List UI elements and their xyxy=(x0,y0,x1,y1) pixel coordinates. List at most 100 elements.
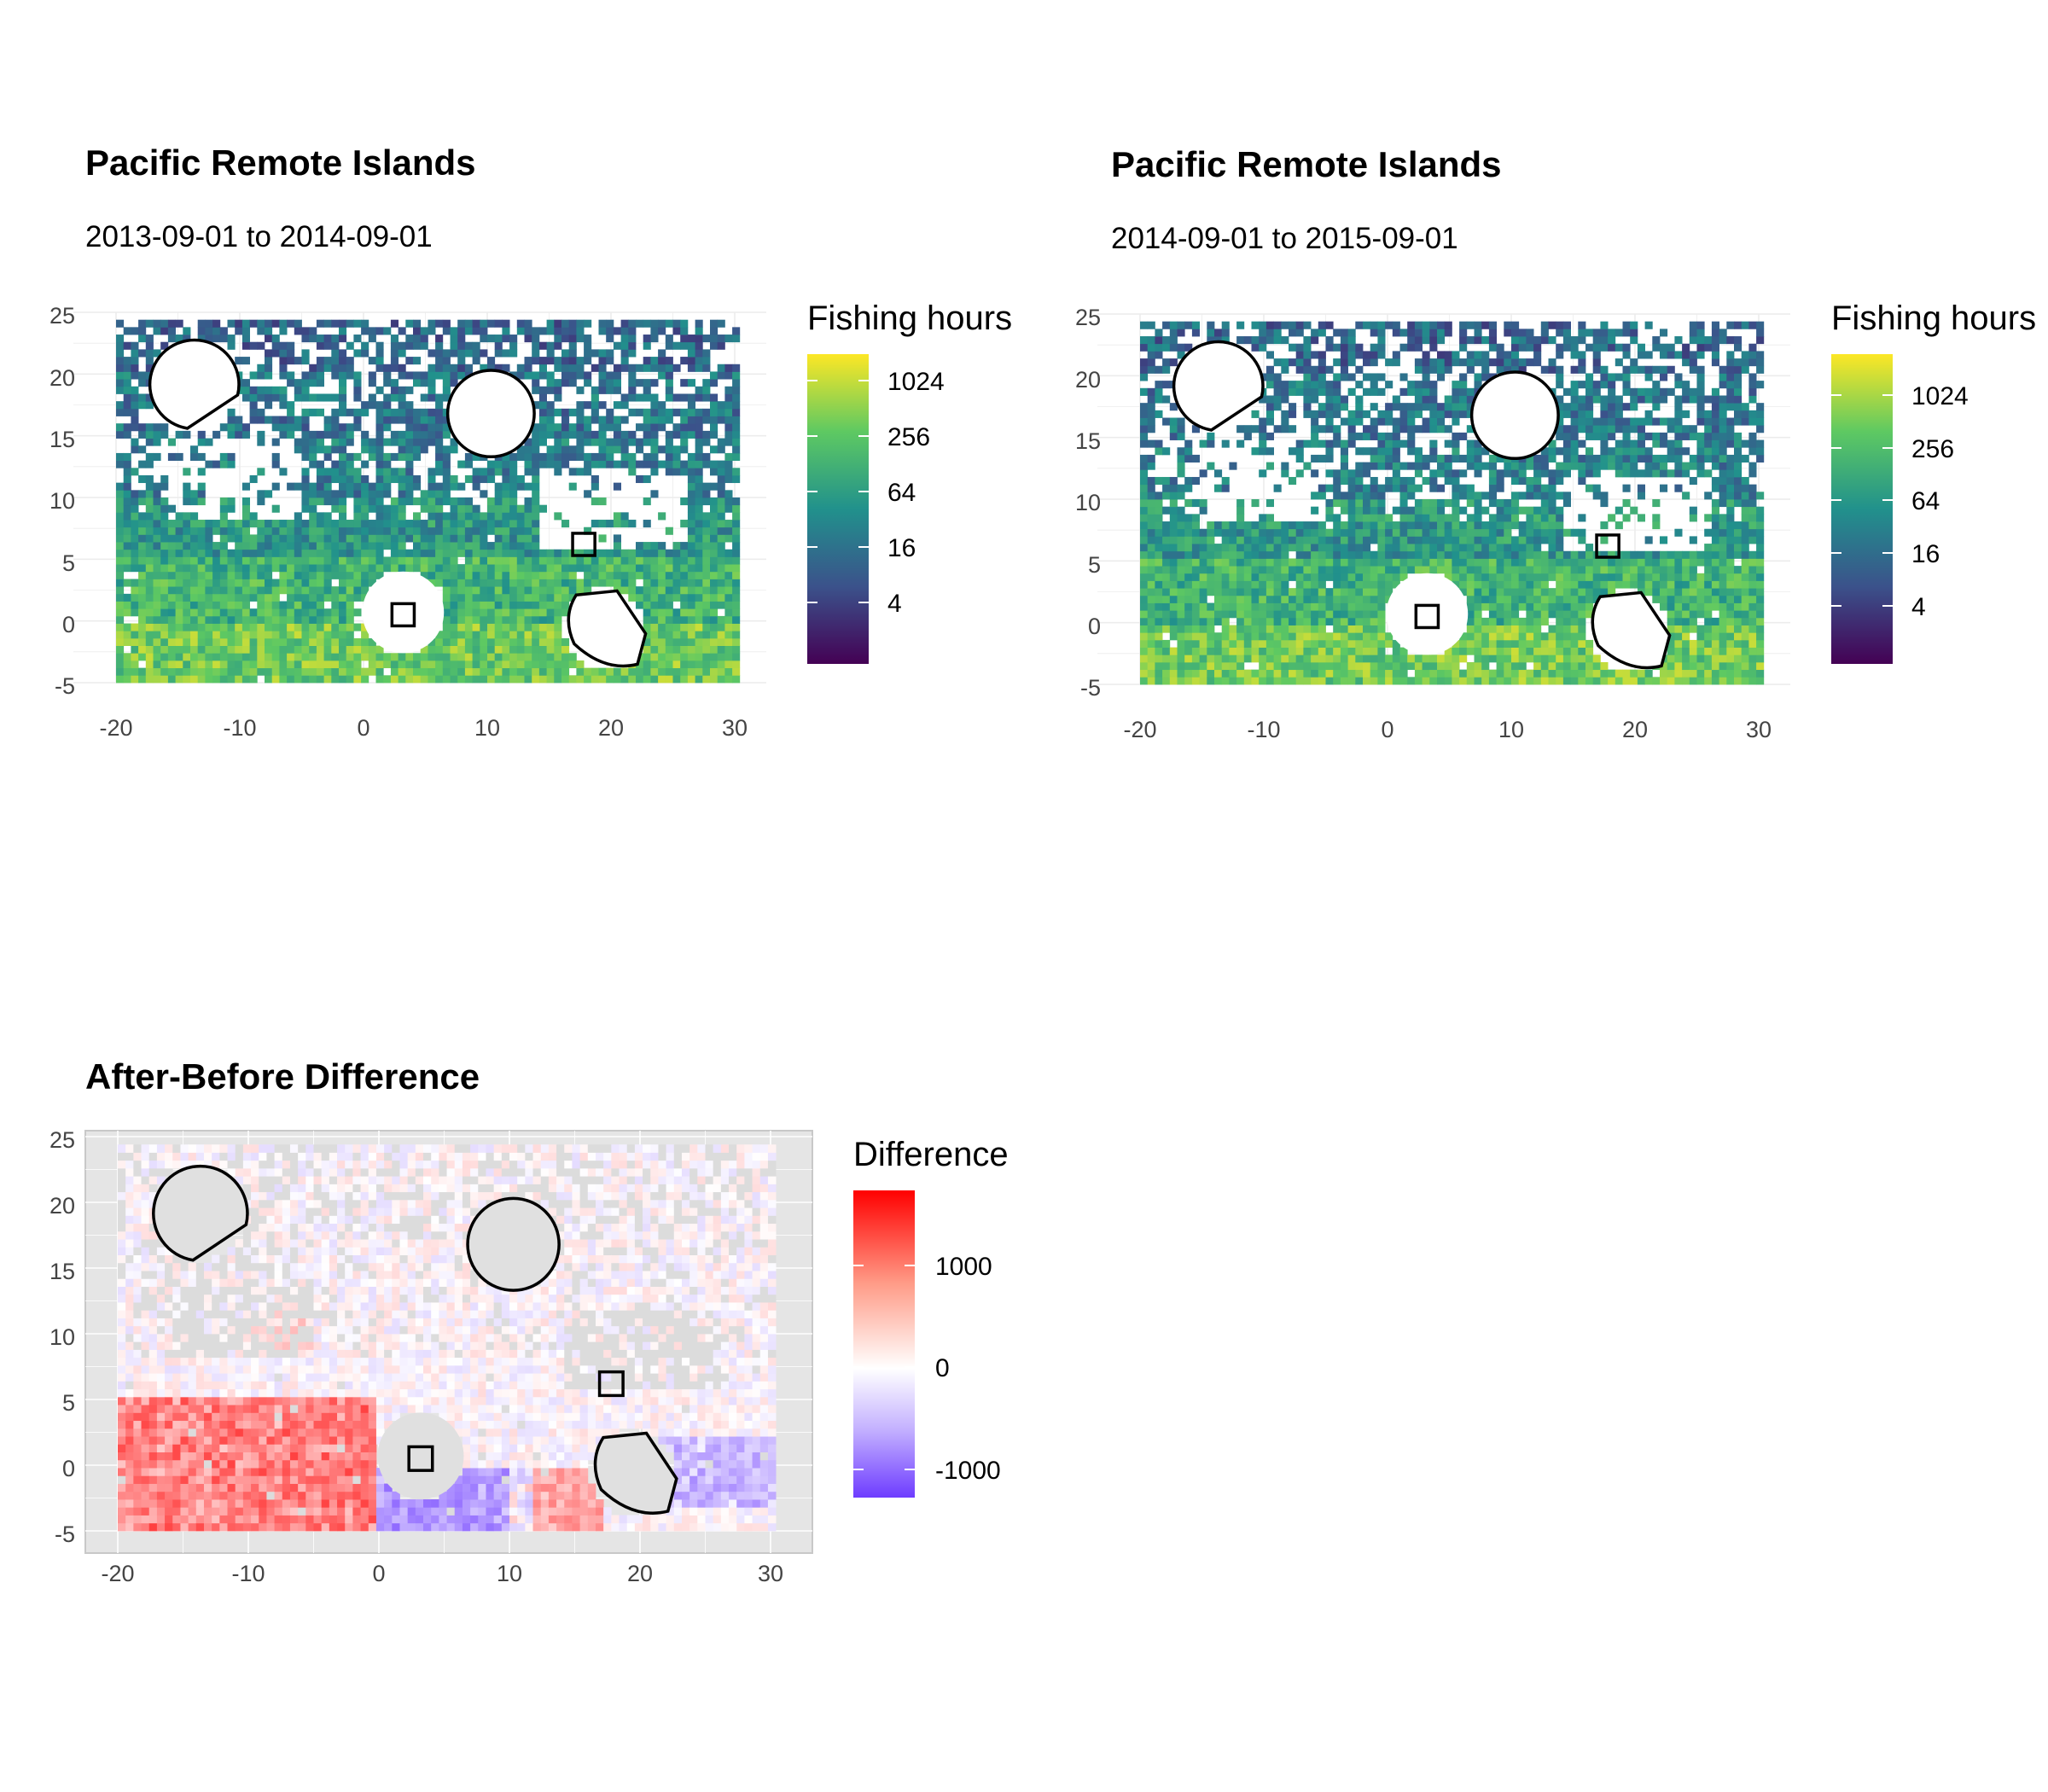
heatmap-cell xyxy=(591,393,599,402)
heatmap-cell xyxy=(1429,425,1438,433)
heatmap-cell xyxy=(1147,595,1155,603)
heatmap-cell xyxy=(413,660,422,669)
heatmap-cell xyxy=(1347,373,1356,381)
heatmap-cell xyxy=(502,564,510,573)
heatmap-cell xyxy=(1169,544,1178,552)
heatmap-cell xyxy=(480,675,488,684)
heatmap-cell xyxy=(665,631,673,639)
heatmap-cell xyxy=(576,408,585,416)
heatmap-cell xyxy=(1444,566,1452,574)
heatmap-cell xyxy=(1140,588,1149,596)
heatmap-cell xyxy=(138,667,147,676)
heatmap-cell xyxy=(1295,528,1304,537)
heatmap-cell xyxy=(717,645,725,654)
heatmap-cell xyxy=(665,364,673,372)
heatmap-cell xyxy=(1385,639,1393,648)
heatmap-cell xyxy=(153,549,161,557)
heatmap-cell xyxy=(1399,417,1408,426)
heatmap-cell xyxy=(271,549,280,557)
heatmap-cell xyxy=(480,586,488,595)
heatmap-cell xyxy=(546,423,555,432)
heatmap-cell xyxy=(257,386,265,394)
x-tick-label: 10 xyxy=(474,715,500,741)
heatmap-cell xyxy=(1377,558,1386,567)
heatmap-cell xyxy=(1474,544,1482,552)
heatmap-cell xyxy=(1355,669,1364,678)
heatmap-cell xyxy=(457,542,466,550)
heatmap-cell xyxy=(658,564,666,573)
heatmap-cell xyxy=(435,542,444,550)
heatmap-cell xyxy=(1333,432,1341,440)
heatmap-cell xyxy=(383,416,392,424)
heatmap-cell xyxy=(1347,536,1356,544)
heatmap-cell xyxy=(1311,573,1319,581)
heatmap-cell xyxy=(428,423,436,432)
heatmap-cell xyxy=(249,615,258,624)
heatmap-cell xyxy=(1540,669,1549,678)
heatmap-cell xyxy=(494,319,503,328)
heatmap-cell xyxy=(532,586,540,595)
heatmap-cell xyxy=(1147,454,1155,463)
heatmap-cell xyxy=(1526,492,1534,500)
heatmap-cell xyxy=(695,341,703,350)
heatmap-cell xyxy=(190,608,199,617)
heatmap-cell xyxy=(1273,566,1282,574)
heatmap-cell xyxy=(1311,492,1319,500)
heatmap-cell xyxy=(116,408,125,416)
heatmap-cell xyxy=(524,438,532,446)
heatmap-cell xyxy=(145,675,154,684)
heatmap-cell xyxy=(1496,365,1504,374)
heatmap-cell xyxy=(1147,351,1155,359)
heatmap-cell xyxy=(390,667,399,676)
heatmap-cell xyxy=(145,393,154,402)
heatmap-cell xyxy=(257,364,265,372)
heatmap-cell xyxy=(1399,550,1408,559)
heatmap-cell xyxy=(598,667,607,676)
heatmap-cell xyxy=(1570,661,1579,671)
heatmap-cell xyxy=(1295,447,1304,456)
heatmap-cell xyxy=(160,608,169,617)
heatmap-cell xyxy=(383,660,392,669)
heatmap-cell xyxy=(309,393,317,402)
heatmap-cell xyxy=(1452,476,1460,486)
heatmap-cell xyxy=(442,423,451,432)
heatmap-cell xyxy=(1318,373,1326,381)
heatmap-cell xyxy=(546,637,555,646)
heatmap-cell xyxy=(442,571,451,579)
heatmap-cell xyxy=(702,393,711,402)
heatmap-cell xyxy=(620,556,629,565)
heatmap-cell xyxy=(584,586,592,595)
heatmap-cell xyxy=(620,564,629,573)
heatmap-cell xyxy=(1548,521,1556,530)
heatmap-cell xyxy=(1191,625,1200,633)
heatmap-cell xyxy=(1540,492,1549,500)
heatmap-cell xyxy=(1422,381,1430,389)
heatmap-cell xyxy=(1422,387,1430,396)
heatmap-cell xyxy=(1177,321,1185,329)
heatmap-cell xyxy=(710,416,719,424)
heatmap-cell xyxy=(197,527,206,535)
heatmap-cell xyxy=(1229,536,1237,544)
heatmap-cell xyxy=(241,593,250,602)
heatmap-cell xyxy=(1177,558,1185,567)
heatmap-cell xyxy=(339,667,347,676)
heatmap-cell xyxy=(1511,499,1520,508)
heatmap-cell xyxy=(361,349,369,358)
heatmap-cell xyxy=(1548,544,1556,552)
heatmap-cell xyxy=(628,593,637,602)
heatmap-cell xyxy=(428,667,436,676)
heatmap-cell xyxy=(554,556,562,565)
heatmap-cell xyxy=(353,667,362,676)
heatmap-cell xyxy=(509,593,518,602)
heatmap-cell xyxy=(1488,462,1497,470)
heatmap-cell xyxy=(1578,639,1586,648)
heatmap-cell xyxy=(442,460,451,468)
heatmap-cell xyxy=(1370,521,1378,530)
heatmap-cell xyxy=(1347,528,1356,537)
heatmap-cell xyxy=(516,653,525,661)
heatmap-cell xyxy=(672,623,681,631)
heatmap-cell xyxy=(532,527,540,535)
heatmap-cell xyxy=(1333,521,1341,530)
heatmap-cell xyxy=(1325,536,1334,544)
heatmap-cell xyxy=(717,490,725,498)
